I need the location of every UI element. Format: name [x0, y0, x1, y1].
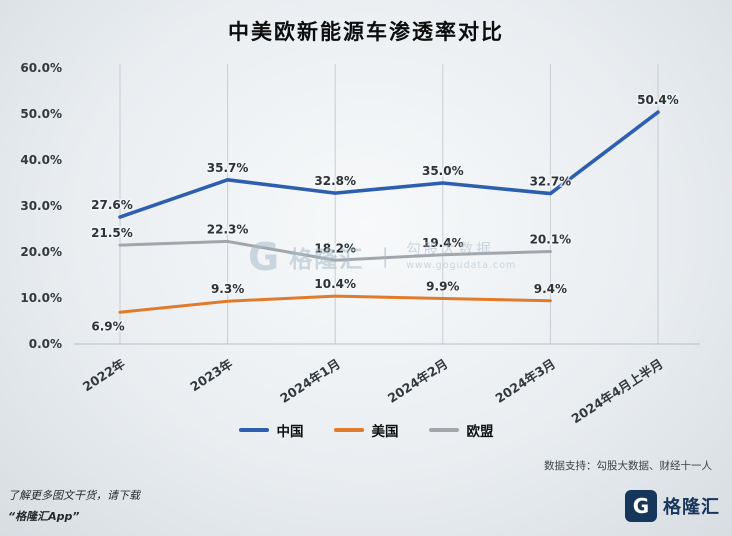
- y-tick-label: 40.0%: [20, 153, 62, 167]
- footer-promo-line2: “格隆汇App”: [8, 509, 80, 523]
- y-tick-label: 50.0%: [20, 107, 62, 121]
- series-line-0: [118, 110, 660, 219]
- line-chart: 0.0% 10.0% 20.0% 30.0% 40.0% 50.0% 60.0% 2022年 2…: [20, 61, 700, 426]
- brand-logo: G 格隆汇: [625, 490, 720, 522]
- footer-promo-line1: 了解更多图文干货，请下载: [8, 489, 140, 502]
- source-note: 数据支持：勾股大数据、财经十一人: [544, 460, 712, 472]
- legend-label-usa: 美国: [371, 424, 399, 440]
- data-label: 32.8%: [314, 174, 356, 188]
- data-label: 6.9%: [91, 319, 124, 333]
- legend-swatch-eu: [428, 428, 459, 432]
- data-label: 21.5%: [91, 226, 133, 240]
- y-tick-label: 0.0%: [29, 337, 62, 351]
- legend-label-china: 中国: [276, 424, 304, 440]
- data-label: 9.4%: [534, 282, 567, 296]
- legend: 中国 美国 欧盟: [0, 420, 732, 440]
- y-tick-label: 30.0%: [20, 199, 62, 213]
- data-label: 32.7%: [530, 175, 572, 189]
- data-label: 18.2%: [314, 241, 356, 255]
- y-tick-label: 60.0%: [20, 61, 62, 75]
- x-tick-label: 2024年3月: [492, 356, 558, 406]
- brand-logo-text: 格隆汇: [663, 497, 720, 518]
- y-tick-label: 20.0%: [20, 245, 62, 259]
- x-tick-label: 2024年4月上半月: [569, 356, 666, 426]
- legend-label-eu: 欧盟: [466, 424, 494, 440]
- brand-logo-icon: G: [625, 490, 657, 522]
- legend-item-eu: 欧盟: [428, 420, 494, 440]
- series-line-2: [118, 239, 552, 262]
- legend-swatch-china: [238, 428, 269, 432]
- data-label: 27.6%: [91, 198, 133, 212]
- data-label: 9.9%: [426, 279, 459, 293]
- footer-promo: 了解更多图文干货，请下载 “格隆汇App”: [8, 486, 140, 528]
- data-label: 20.1%: [530, 233, 572, 247]
- x-tick-label: 2024年2月: [385, 356, 451, 406]
- x-tick-label: 2024年1月: [277, 356, 343, 406]
- series-line-1: [118, 294, 552, 314]
- data-label: 35.7%: [207, 161, 249, 175]
- data-label: 10.4%: [314, 277, 356, 291]
- x-tick-label: 2023年: [187, 356, 235, 395]
- data-label: 22.3%: [207, 222, 249, 236]
- data-label: 35.0%: [422, 164, 464, 178]
- x-tick-label: 2022年: [80, 356, 128, 395]
- legend-item-china: 中国: [238, 420, 304, 440]
- data-label: 19.4%: [422, 236, 464, 250]
- data-label: 9.3%: [211, 282, 244, 296]
- chart-title: 中美欧新能源车渗透率对比: [228, 20, 504, 44]
- data-label: 50.4%: [637, 93, 679, 107]
- legend-swatch-usa: [333, 428, 364, 432]
- y-tick-label: 10.0%: [20, 291, 62, 305]
- legend-item-usa: 美国: [333, 420, 399, 440]
